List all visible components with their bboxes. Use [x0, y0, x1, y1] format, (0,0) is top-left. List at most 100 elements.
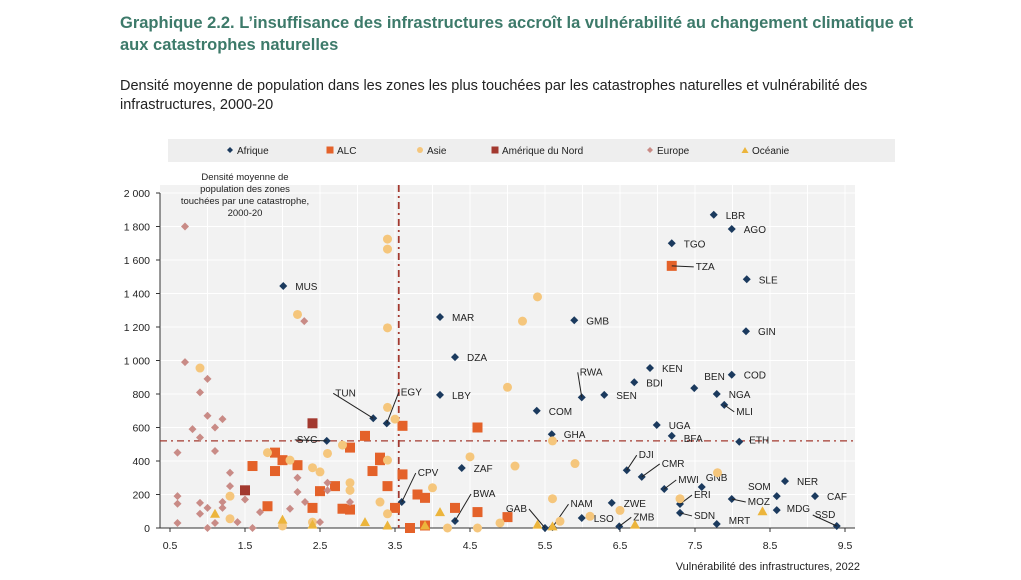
y-tick-label: 800	[132, 389, 150, 401]
legend-marker	[326, 146, 334, 154]
gridlines	[160, 185, 855, 528]
label-leader-line	[663, 479, 677, 490]
data-point-europe	[196, 433, 204, 442]
data-point-europe	[346, 498, 354, 507]
data-point-asie	[428, 483, 437, 493]
data-point-asie	[278, 521, 287, 531]
y-axis-label-line: Densité moyenne de	[201, 172, 288, 183]
y-tick-label: 400	[132, 456, 150, 468]
data-point-alc	[390, 502, 400, 513]
data-point-europe	[181, 222, 189, 231]
chart-title: Graphique 2.2. L’insuffisance des infras…	[120, 14, 914, 54]
data-point-europe	[248, 524, 257, 532]
data-point-afrique	[600, 390, 609, 399]
data-point-afrique	[577, 513, 586, 522]
legend-label: Afrique	[237, 146, 269, 157]
data-point-asie	[675, 494, 685, 504]
data-label: BDI	[646, 378, 663, 389]
data-point-afrique	[727, 370, 736, 379]
x-tick-label: 7.5	[688, 540, 703, 552]
data-point-afrique	[709, 210, 718, 219]
y-tick-label: 600	[132, 423, 150, 435]
data-point-europe	[203, 503, 212, 512]
data-point-europe	[218, 498, 227, 507]
data-point-europe	[203, 411, 212, 420]
data-point-alc	[397, 469, 408, 480]
data-label: SEN	[616, 391, 637, 402]
data-label: EGY	[401, 387, 422, 398]
data-point-oc-anie	[360, 517, 370, 527]
data-label: LSO	[594, 514, 614, 525]
data-point-alc	[397, 420, 408, 431]
y-axis-label-line: population des zones	[200, 184, 290, 195]
data-label: SSD	[815, 510, 836, 521]
data-point-europe	[293, 473, 302, 482]
data-point-oc-anie	[307, 519, 318, 529]
data-point-asie	[345, 485, 355, 495]
legend-label: Asie	[427, 146, 447, 157]
data-point-europe	[256, 508, 264, 517]
data-point-europe	[203, 524, 212, 532]
data-label: GMB	[586, 316, 609, 327]
data-point-afrique	[532, 406, 541, 415]
legend-label: Europe	[657, 146, 690, 157]
data-point-afrique	[436, 390, 444, 399]
data-point-asie	[195, 363, 205, 373]
data-point-alc	[360, 430, 370, 441]
data-point-europe	[226, 482, 234, 491]
data-point-europe	[286, 504, 294, 513]
data-point-oc-anie	[547, 521, 558, 531]
data-label: ZAF	[474, 464, 493, 475]
y-tick-label: 0	[144, 523, 150, 535]
data-point-asie	[338, 440, 347, 450]
y-axis-label-line: 2000-20	[228, 208, 263, 219]
data-label: NER	[797, 477, 818, 488]
data-point-alc	[502, 512, 513, 523]
data-point-afrique	[712, 519, 721, 528]
legend-label: ALC	[337, 146, 356, 157]
data-label: MDG	[787, 504, 811, 515]
x-tick-label: 4.5	[463, 540, 478, 552]
data-label: COD	[744, 371, 766, 382]
data-label: BEN	[704, 372, 725, 383]
data-label: MRT	[729, 516, 750, 527]
legend-label: Amérique du Nord	[502, 146, 583, 157]
data-label: COM	[549, 407, 572, 418]
label-leader-line	[401, 472, 417, 503]
data-label: ZMB	[633, 512, 654, 523]
data-point-asie	[570, 459, 580, 469]
data-label: SDN	[694, 511, 715, 522]
data-label: GIN	[758, 327, 776, 338]
data-point-alc	[472, 422, 483, 433]
data-point-europe	[173, 518, 182, 527]
label-leader-line	[812, 514, 837, 527]
x-tick-label: 6.5	[613, 540, 628, 552]
data-label: SYC	[297, 435, 318, 446]
data-point-asie	[548, 436, 557, 446]
x-axis-label: Vulnérabilité des infrastructures, 2022	[676, 561, 860, 573]
x-tick-label: 3.5	[388, 540, 403, 552]
data-point-europe	[196, 498, 204, 507]
data-point-afrique	[667, 239, 676, 248]
data-point-afrique	[781, 477, 789, 486]
data-point-alc	[247, 461, 258, 472]
data-point-afrique	[607, 498, 616, 507]
data-point-asie	[548, 494, 557, 504]
label-leader-line	[618, 516, 632, 527]
data-point-asie	[383, 244, 392, 254]
data-point-oc-anie	[532, 519, 543, 529]
data-point-oc-anie	[382, 520, 393, 530]
label-leader-line	[626, 454, 638, 471]
axes: 0 200 400 600 800 1 000 1 200 1 400 1 600 1 800 2 …	[124, 188, 855, 552]
data-point-afrique	[570, 316, 579, 325]
data-label: GHA	[564, 430, 586, 441]
data-point-oc-anie	[757, 506, 768, 516]
data-point-europe	[196, 509, 204, 518]
data-label: MUS	[295, 282, 318, 293]
data-point-asie	[323, 448, 332, 458]
data-point-alc	[262, 501, 273, 512]
data-point-afrique	[451, 353, 459, 362]
data-point-asie	[518, 316, 527, 326]
data-point-afrique	[712, 390, 721, 398]
data-point-europe	[301, 498, 309, 507]
